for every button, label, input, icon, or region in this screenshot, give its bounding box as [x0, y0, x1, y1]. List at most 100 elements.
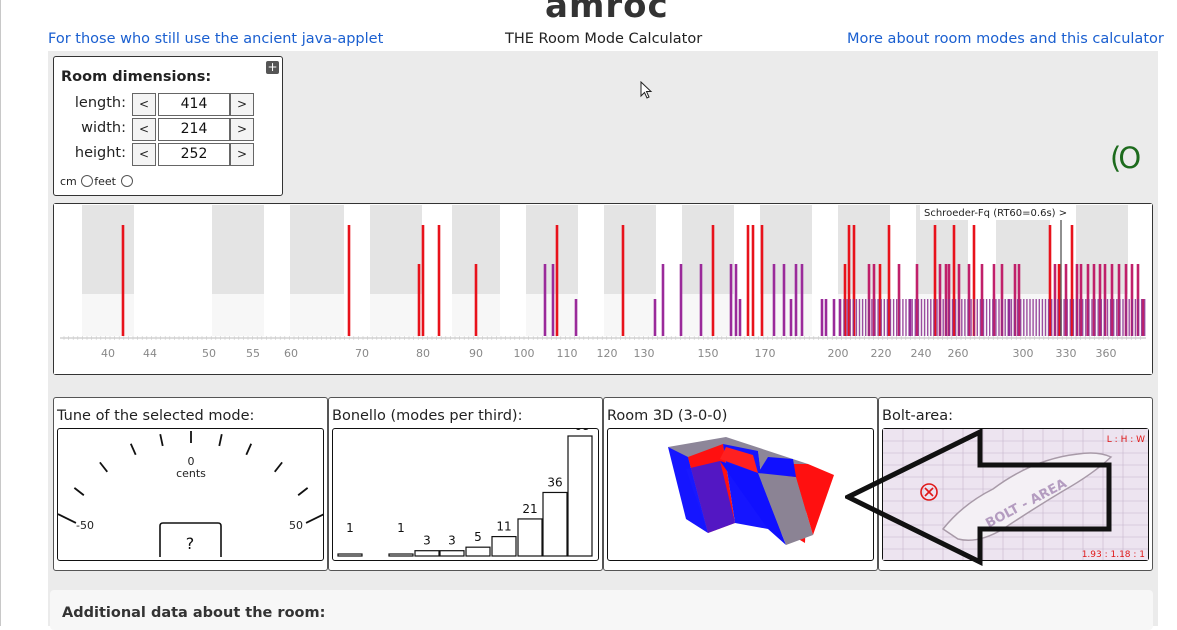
piano-key-band — [212, 205, 264, 294]
piano-key-band — [682, 205, 734, 294]
spectrum-tick-label: 90 — [469, 347, 483, 360]
width-increase-button[interactable]: > — [230, 118, 254, 141]
spectrum-tick-label: 240 — [911, 347, 932, 360]
spectrum-tick-label: 110 — [557, 347, 578, 360]
spectrum-tick-label: 170 — [755, 347, 776, 360]
bonello-bar-label: 68 — [574, 429, 589, 433]
bonello-bar-label: 1 — [346, 521, 354, 535]
unit-feet-label: feet — [94, 175, 116, 188]
length-label: length: — [74, 95, 126, 111]
spectrum-tick-label: 220 — [871, 347, 892, 360]
mode-spectrum-chart[interactable]: 40 44 50 55 60 70 80 90 100 110 120 130 150 170 200 220… — [54, 204, 1152, 374]
bolt-ratio-value: 1.93 : 1.18 : 1 — [1082, 550, 1145, 560]
bonello-bar — [414, 550, 440, 557]
unit-selector: cm feet — [60, 175, 134, 188]
bonello-title: Bonello (modes per third): — [332, 408, 523, 424]
piano-key-band — [212, 294, 264, 336]
bolt-panel: Bolt-area: BOLT - AREA L : H : W 1.93 : … — [878, 397, 1153, 571]
schroeder-label: Schroeder-Fq (RT60=0.6s) > — [924, 208, 1067, 219]
room3d-panel: Room 3D (3-0-0) — [603, 397, 878, 571]
length-row: length: < 414 > — [54, 93, 284, 117]
tune-scale-tick — [58, 513, 77, 524]
height-decrease-button[interactable]: < — [132, 143, 156, 166]
bonello-bar-label: 1 — [397, 521, 405, 535]
mode-spectrum-panel[interactable]: 40 44 50 55 60 70 80 90 100 110 120 130 150 170 200 220… — [53, 203, 1153, 375]
spectrum-tick-label: 70 — [355, 347, 369, 360]
unit-cm-label: cm — [60, 175, 77, 188]
height-row: height: < 252 > — [54, 143, 284, 167]
tune-readout: ? — [186, 534, 195, 553]
bonello-bar — [337, 553, 363, 557]
bolt-title: Bolt-area: — [882, 408, 953, 424]
java-applet-link[interactable]: For those who still use the ancient java… — [48, 31, 384, 47]
expand-toggle-button[interactable]: + — [266, 60, 279, 74]
spectrum-tick-label: 60 — [284, 347, 298, 360]
bonello-panel: Bonello (modes per third): 1133511213668 — [328, 397, 603, 571]
spectrum-tick-label: 360 — [1096, 347, 1117, 360]
bonello-bar-label: 3 — [448, 534, 456, 548]
piano-key-band — [760, 294, 812, 336]
piano-key-band — [838, 205, 890, 294]
piano-key-band — [370, 294, 422, 336]
status-indicator: (O — [1110, 141, 1141, 175]
room-dimensions-title: Room dimensions: — [61, 69, 212, 85]
unit-feet-radio[interactable] — [120, 175, 133, 187]
width-decrease-button[interactable]: < — [132, 118, 156, 141]
additional-data-title: Additional data about the room: — [62, 605, 326, 621]
spectrum-tick-label: 130 — [634, 347, 655, 360]
bonello-bar-label: 21 — [522, 502, 537, 516]
tune-scale-tick — [297, 487, 309, 496]
height-increase-button[interactable]: > — [230, 143, 254, 166]
spectrum-tick-label: 200 — [828, 347, 849, 360]
room3d-graphic — [668, 437, 834, 545]
tune-meter: 0 cents -50 50 ? — [57, 428, 324, 561]
tune-scale-tick — [245, 443, 253, 456]
bonello-bar — [388, 553, 414, 557]
app-subtitle: THE Room Mode Calculator — [505, 31, 703, 47]
length-input[interactable]: 414 — [158, 93, 230, 116]
bolt-ratio-label: L : H : W — [1107, 435, 1145, 445]
spectrum-tick-label: 100 — [514, 347, 535, 360]
spectrum-tick-label: 40 — [101, 347, 115, 360]
height-input[interactable]: 252 — [158, 143, 230, 166]
spectrum-tick-label: 330 — [1056, 347, 1077, 360]
piano-key-band — [82, 294, 134, 336]
spectrum-tick-label: 260 — [948, 347, 969, 360]
length-decrease-button[interactable]: < — [132, 93, 156, 116]
schroeder-label-bg — [920, 205, 1062, 220]
tune-value: 0 — [188, 455, 195, 468]
unit-cm-radio[interactable] — [81, 175, 94, 187]
piano-key-band — [82, 205, 134, 294]
bonello-bar-label: 11 — [496, 520, 511, 534]
width-row: width: < 214 > — [54, 118, 284, 142]
bonello-bar — [542, 491, 568, 557]
more-info-link[interactable]: More about room modes and this calculato… — [847, 31, 1164, 47]
mouse-cursor-icon — [640, 81, 653, 99]
tune-scale-tick — [274, 461, 283, 473]
spectrum-tick-label: 80 — [416, 347, 430, 360]
piano-key-band — [682, 294, 734, 336]
tune-panel: Tune of the selected mode: 0 cents -50 5… — [53, 397, 328, 571]
tune-min-label: -50 — [76, 519, 94, 532]
tune-unit: cents — [176, 467, 206, 480]
tune-scale-tick — [99, 461, 108, 473]
bonello-chart-frame: 1133511213668 — [332, 428, 599, 561]
tune-max-label: 50 — [289, 519, 303, 532]
room-ratio-marker-icon — [920, 483, 938, 501]
bonello-bar-label: 36 — [547, 475, 562, 489]
bolt-area-chart: BOLT - AREA L : H : W 1.93 : 1.18 : 1 — [883, 429, 1148, 560]
height-label: height: — [74, 145, 126, 161]
piano-key-band — [760, 205, 812, 294]
left-arrow-icon — [845, 428, 1112, 566]
length-increase-button[interactable]: > — [230, 93, 254, 116]
bonello-bar — [439, 550, 465, 557]
app-logo: amroc — [545, 0, 669, 26]
width-input[interactable]: 214 — [158, 118, 230, 141]
room3d-view[interactable] — [607, 428, 874, 561]
spectrum-tick-label: 50 — [202, 347, 216, 360]
bonello-bar-label: 3 — [423, 534, 431, 548]
spectrum-tick-label: 300 — [1013, 347, 1034, 360]
additional-data-section: Additional data about the room: — [50, 590, 1153, 630]
tune-scale-tick — [218, 434, 223, 447]
piano-key-band — [604, 294, 656, 336]
